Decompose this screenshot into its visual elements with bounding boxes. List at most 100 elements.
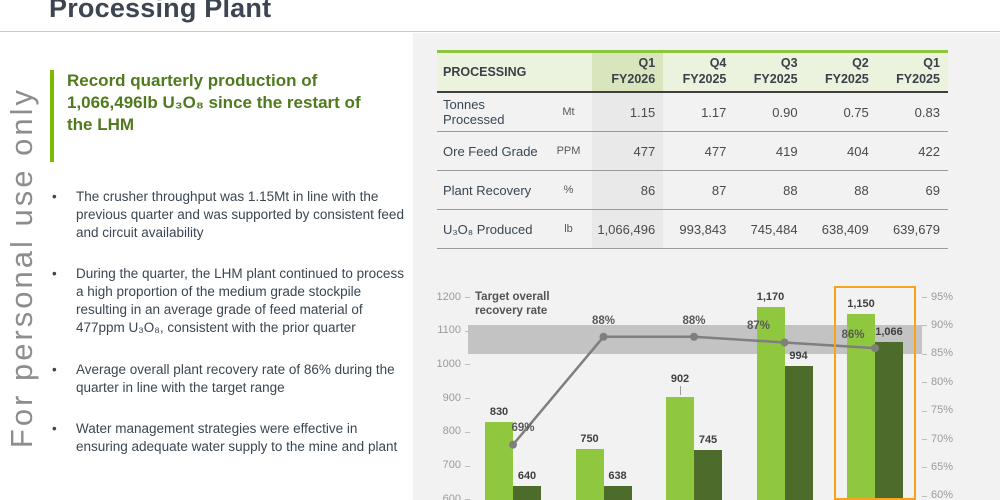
bar-value-label: 1,066: [875, 326, 903, 339]
row-value: 1.15: [592, 93, 664, 131]
bullet-item: • Average overall plant recovery rate of …: [52, 361, 404, 397]
bar-light: [847, 313, 875, 500]
line-point-label: 87%: [746, 320, 771, 333]
row-value: 419: [775, 143, 798, 159]
right-axis-tick-label: 70%: [931, 432, 954, 445]
right-axis-tick-label: 60%: [931, 489, 954, 500]
bar-value-label: 638: [608, 470, 627, 483]
column-header-quarter: Q3: [780, 56, 798, 71]
bar-dark: [875, 342, 903, 500]
bar-value-label: 750: [580, 432, 599, 445]
row-unit: lb: [564, 223, 573, 235]
right-axis-tick-label: 80%: [931, 375, 954, 388]
bullet-dot-icon: •: [52, 361, 57, 377]
bullet-text: The crusher throughput was 1.15Mt in lin…: [76, 189, 404, 240]
row-value: 477: [592, 132, 664, 170]
processing-table: PROCESSING Q1 FY2026 Q4 FY2025 Q3 FY2025 Q2 FY20…: [437, 50, 948, 249]
row-value: 422: [918, 143, 940, 159]
bar-dark: [694, 450, 722, 500]
row-unit: PPM: [556, 145, 581, 157]
row-value: 0.75: [843, 104, 869, 120]
column-header-year: FY2025: [682, 72, 727, 86]
bar-value-label: 830: [489, 405, 509, 418]
line-point-marker: [599, 332, 608, 341]
column-header: Q4 FY2025: [663, 56, 734, 87]
right-axis-tick-mark: [922, 410, 927, 412]
bullet-item: • The crusher throughput was 1.15Mt in li…: [52, 188, 404, 241]
left-axis-tick-label: 900: [442, 391, 461, 404]
column-header: Q3 FY2025: [734, 56, 805, 87]
page-title: Processing Plant: [49, 0, 272, 23]
left-axis-tick-label: 1100: [437, 324, 461, 337]
bullet-list: • The crusher throughput was 1.15Mt in li…: [52, 188, 404, 480]
right-axis-tick-mark: [922, 439, 927, 440]
right-axis-tick-label: 75%: [931, 404, 954, 417]
line-point-label: 88%: [591, 314, 616, 327]
left-axis-tick-mark: [465, 465, 470, 467]
row-value: 993,843: [679, 221, 727, 237]
line-point-label: 88%: [682, 314, 706, 327]
table-row: Tonnes Processed Mt 1.15 1.17 0.90 0.75 0.83: [437, 93, 948, 132]
bar-light: [756, 307, 785, 500]
line-point-label: 69%: [511, 421, 535, 434]
bar-value-label: 994: [789, 350, 808, 363]
row-value: 0.83: [914, 104, 940, 120]
bar-light: [485, 421, 513, 500]
row-value: 1,066,496: [592, 210, 664, 248]
line-point-label: 86%: [841, 329, 865, 342]
highlight-box: [834, 286, 916, 500]
row-label: Ore Feed Grade: [443, 143, 538, 159]
right-axis-tick-mark: [922, 297, 927, 298]
row-label: Tonnes Processed: [443, 97, 505, 127]
bullet-dot-icon: •: [52, 189, 57, 204]
left-axis-tick-mark: [465, 364, 470, 366]
right-axis-tick-label: 65%: [931, 460, 954, 473]
bar-value-label: 1,150: [847, 297, 875, 310]
table-row: Ore Feed Grade PPM 477 477 419 404 422: [437, 132, 948, 171]
left-axis-tick-mark: [465, 398, 470, 400]
right-axis-tick-mark: [922, 325, 927, 327]
right-axis-tick-mark: [922, 382, 927, 384]
row-value: 477: [704, 143, 727, 159]
bullet-text: Average overall plant recovery rate of 8…: [76, 361, 395, 395]
row-unit: %: [563, 184, 574, 196]
left-axis-tick-mark: [465, 431, 470, 433]
right-axis-tick-label: 95%: [931, 290, 954, 303]
bar-dark: [513, 485, 541, 500]
recovery-line: [509, 332, 879, 449]
row-value: 639,679: [892, 221, 940, 237]
row-value: 745,484: [750, 221, 798, 237]
bar-dark: [603, 486, 632, 500]
bullet-item: • During the quarter, the LHM plant conti…: [52, 265, 404, 336]
watermark: For personal use only: [0, 42, 44, 494]
bullet-item: • Water management strategies were effect…: [52, 420, 404, 456]
bar-value-label: 902: [670, 373, 690, 386]
left-axis-tick-mark: [465, 330, 470, 332]
table-row: U₃O₈ Produced lb 1,066,496 993,843 745,484 63…: [437, 210, 948, 249]
column-header-year: FY2026: [611, 72, 656, 86]
column-header-quarter: Q4: [709, 56, 727, 71]
column-header: Q1 FY2025: [877, 56, 948, 87]
bar-light: [575, 448, 604, 500]
row-value: 86: [592, 171, 664, 209]
column-header-year: FY2025: [753, 72, 798, 86]
bullet-text: During the quarter, the LHM plant contin…: [76, 266, 404, 335]
recovery-line-path: [512, 335, 876, 446]
headline-text: Record quarterly production of 1,066,496…: [67, 71, 361, 135]
row-value: 404: [847, 143, 869, 159]
bar-value-label: 1,170: [756, 291, 785, 304]
left-axis-tick-label: 600: [442, 492, 461, 500]
line-point-marker: [871, 344, 879, 353]
row-label: U₃O₈ Produced: [443, 221, 533, 237]
bar-value-label: 745: [698, 434, 718, 447]
left-axis-tick-mark: [465, 297, 470, 298]
bullet-dot-icon: •: [52, 266, 57, 282]
line-point-marker: [690, 332, 698, 341]
row-value: 1.17: [701, 104, 727, 120]
bar-dark: [784, 366, 813, 500]
title-divider: [0, 31, 1000, 32]
table-header-row: PROCESSING Q1 FY2026 Q4 FY2025 Q3 FY2025 Q2 FY20…: [437, 53, 948, 93]
bullet-dot-icon: •: [52, 421, 57, 437]
column-header-quarter: Q1: [638, 56, 656, 71]
right-axis-tick-mark: [922, 495, 927, 497]
